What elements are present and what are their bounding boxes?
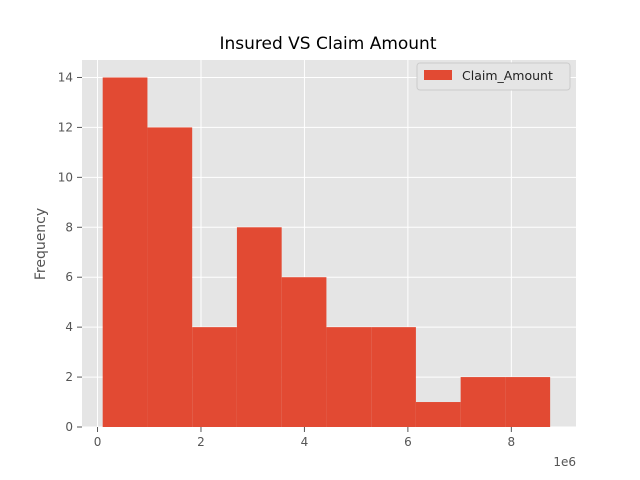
x-axis-offset-label: 1e6: [553, 455, 576, 469]
histogram-bar: [281, 277, 327, 427]
histogram-bar: [326, 327, 372, 427]
histogram-bar: [505, 377, 551, 427]
y-tick-label: 0: [65, 420, 73, 434]
histogram-bar: [102, 77, 148, 427]
histogram-bar: [371, 327, 416, 427]
histogram-bar: [415, 402, 461, 427]
histogram-bar: [460, 377, 506, 427]
chart-title: Insured VS Claim Amount: [219, 34, 436, 54]
y-tick-label: 14: [58, 70, 73, 84]
x-tick-label: 0: [94, 435, 102, 449]
legend-label: Claim_Amount: [462, 68, 553, 83]
y-tick-label: 4: [65, 320, 73, 334]
y-tick-label: 6: [65, 270, 73, 284]
legend: Claim_Amount: [416, 62, 571, 91]
x-tick-label: 4: [301, 435, 309, 449]
x-tick-label: 8: [508, 435, 516, 449]
y-tick-label: 12: [58, 120, 73, 134]
y-axis-label: Frequency: [33, 208, 49, 280]
y-tick-label: 8: [65, 220, 73, 234]
x-tick-label: 2: [197, 435, 205, 449]
histogram-bar: [236, 227, 282, 427]
y-tick-label: 2: [65, 370, 73, 384]
y-tick-label: 10: [58, 170, 73, 184]
x-axis-ticks: 0 2 4 6 8: [94, 427, 515, 449]
y-axis-ticks: 0 2 4 6 8 10 12 14: [58, 70, 82, 434]
histogram-bar: [147, 127, 193, 427]
legend-swatch: [424, 70, 452, 80]
histogram-bar: [192, 327, 237, 427]
legend-box: [416, 62, 571, 91]
histogram-bars: [102, 77, 551, 427]
x-tick-label: 6: [404, 435, 412, 449]
